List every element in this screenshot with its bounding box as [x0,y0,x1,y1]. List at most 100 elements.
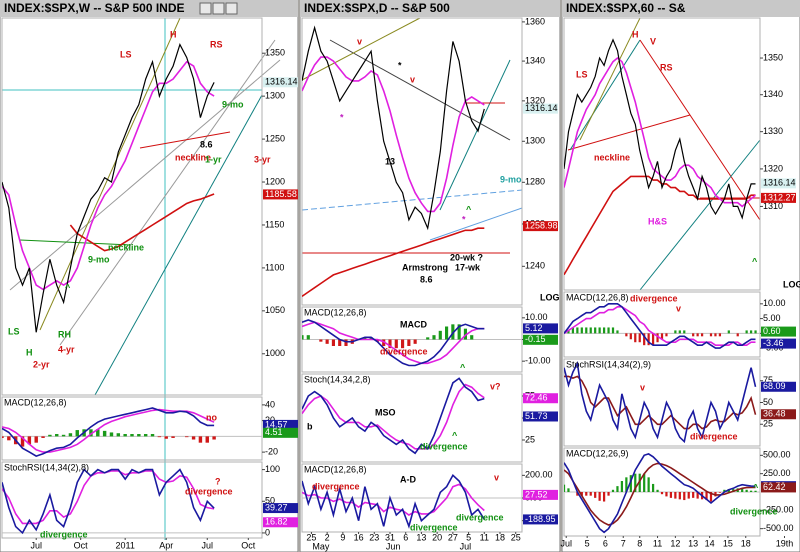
close-button[interactable] [225,2,238,15]
histogram-bar [463,328,467,340]
histogram-bar [20,436,25,447]
value-tag [523,411,558,422]
trendline [9,59,281,291]
histogram-bar [611,489,615,492]
histogram-bar [696,492,699,499]
value-tag [263,77,298,88]
title-bar[interactable] [300,0,560,17]
histogram-bar [656,489,659,492]
y-tick-label: 1310 [763,201,783,211]
histogram-bar [212,436,216,440]
histogram-bar [643,333,646,346]
histogram-bar [363,337,367,340]
plot-frame [301,17,523,306]
histogram-bar [625,477,628,492]
y-tick-label: 25 [525,434,535,444]
plot-frame [563,17,761,291]
annotation: v [494,472,499,482]
value-tag-label: 1312.27 [763,192,796,202]
y-tick-label: 200.00 [525,470,553,480]
annotation: 13 [385,156,395,166]
histogram-bar [123,434,127,437]
plot-area [2,43,215,333]
y-tick-label: 1340 [525,55,545,65]
y-tick-label: 0 [265,527,270,537]
annotation: 20-wk ? [450,252,483,262]
x-tick-label: 25 [306,532,316,542]
value-tag-label: 72.46 [525,393,548,403]
histogram-bar [130,434,134,437]
annotation: * [462,214,466,224]
annotation: v [410,74,415,84]
y-tick-label: 50 [763,397,773,407]
annotation: divergence [630,293,678,303]
x-tick-label: 2011 [115,540,134,550]
histogram-bar [709,492,713,502]
y-tick-label: 1330 [763,126,783,136]
histogram-bar [457,324,461,340]
value-tag-label: 16.82 [265,517,288,527]
plot-area [302,25,485,298]
value-tag-label: 36.48 [763,409,786,419]
plot-frame [1,461,263,539]
trendline [439,59,511,211]
histogram-bar [171,436,175,438]
x-tick-label: 12 [670,538,680,548]
histogram-bar [61,434,66,437]
histogram-bar [651,483,655,492]
histogram-bar [164,436,168,439]
histogram-bar [89,429,93,437]
y-tick-label: 1150 [265,219,284,229]
histogram-bar [102,430,107,437]
neckline [567,114,691,151]
value-tag-label: 1316.14 [265,77,298,87]
histogram-bar [331,339,335,346]
maximize-button[interactable] [212,2,225,15]
annotation: divergence [185,486,233,496]
x-month-label: Jul [460,541,472,551]
x-tick-label: 18 [741,538,751,548]
annotation: V [650,36,656,46]
histogram-bar [616,330,619,334]
series-line [2,43,215,333]
value-tag-label: 62.42 [763,482,786,492]
trendline [639,39,761,221]
histogram-bar [109,432,114,437]
y-tick-label: 1200 [265,176,285,186]
y-tick-label: -250.00 [763,505,794,515]
x-tick-label: 19th [776,538,794,548]
value-tag [761,482,796,493]
histogram-bar [749,490,753,492]
histogram-bar [571,327,575,334]
annotation: neckline [175,152,211,162]
y-tick-label: 1300 [265,91,285,101]
series-line [302,227,485,298]
histogram-bar [634,473,637,492]
minimize-button[interactable] [199,2,212,15]
annotation: divergence [730,506,778,516]
histogram-bar [745,489,748,492]
histogram-bar [709,333,713,337]
histogram-bar [660,333,664,340]
x-month-label: Jun [386,541,401,551]
title-bar[interactable] [562,0,800,17]
histogram-bar [445,326,449,340]
y-tick-label: 1100 [265,262,284,272]
x-tick-label: Apr [159,540,173,550]
histogram-bar [438,330,442,340]
histogram-bar [620,481,624,492]
plot-area [302,474,522,529]
value-tag-label: 1316.14 [525,103,558,113]
value-tag [523,103,558,114]
trendline [59,39,276,346]
histogram-bar [413,339,417,344]
plot-frame [563,291,761,358]
histogram-bar [567,330,570,334]
trendline [579,17,641,141]
histogram-bar [96,429,100,437]
window-buttons[interactable] [199,2,238,15]
x-tick-label: 8 [637,538,642,548]
histogram-bar [567,488,570,492]
histogram-bar [745,330,748,334]
x-tick-label: 6 [603,538,608,548]
